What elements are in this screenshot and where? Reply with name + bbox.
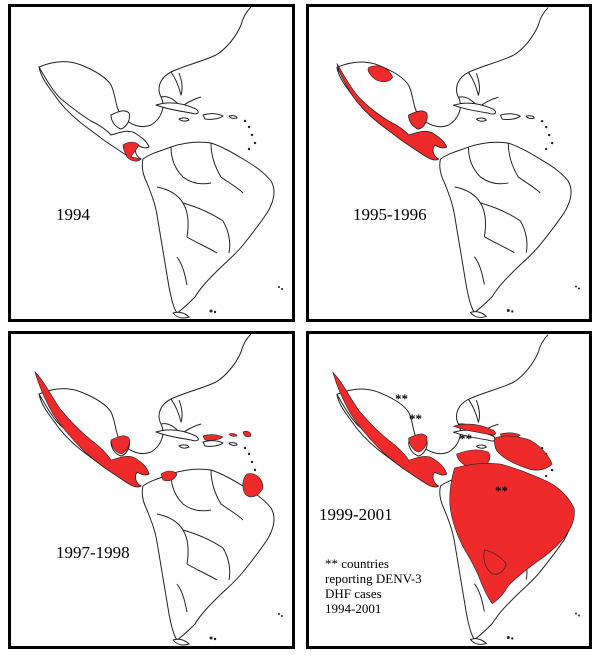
- legend-line: 1994-2001: [325, 601, 382, 616]
- panel-year-label: 1995-1996: [353, 205, 427, 224]
- legend: ** countries reporting DENV-3 DHF cases …: [325, 556, 422, 616]
- affected-yucatan: [408, 110, 428, 130]
- panel-year-label: 1997-1998: [56, 543, 130, 562]
- affected-lesser-antilles: [242, 430, 252, 438]
- affected-puerto-rico: [228, 433, 238, 437]
- legend-line: DHF cases: [325, 586, 382, 601]
- map-1999-2001: [332, 334, 581, 645]
- denv3-marker: **: [495, 483, 508, 498]
- legend-line: reporting DENV-3: [325, 571, 422, 586]
- map-1995-1996: [336, 7, 581, 318]
- affected-hispaniola: [202, 434, 224, 441]
- affected-brazil-region: [449, 463, 575, 604]
- affected-paraguay: [483, 549, 507, 575]
- map-1994: [38, 7, 284, 319]
- map-1997-1998: [34, 334, 284, 646]
- affected-north-mexico: [367, 65, 394, 83]
- affected-guianas: [242, 473, 264, 498]
- denv3-marker: **: [409, 411, 422, 426]
- affected-mexico-central-america: [34, 370, 150, 488]
- map-panel-1995-1996: 1995-1996: [306, 4, 592, 322]
- affected-yucatan: [408, 433, 428, 453]
- map-panel-1997-1998: 1997-1998: [8, 331, 295, 649]
- legend-line: ** countries: [325, 556, 389, 571]
- panel-year-label: 1999-2001: [319, 505, 393, 524]
- affected-mexico-central-america: [332, 371, 447, 488]
- denv3-marker: **: [459, 431, 472, 446]
- map-panel-1994: 1994: [8, 4, 295, 322]
- affected-venezuela-guianas: [494, 435, 553, 471]
- affected-panama: [160, 470, 178, 482]
- map-panel-1999-2001: ** ** ** ** 1999-2001 ** countries repor…: [306, 331, 592, 649]
- affected-yucatan: [110, 435, 130, 455]
- affected-mexico-central-america: [336, 63, 447, 161]
- panel-year-label: 1994: [56, 205, 90, 224]
- affected-cuba: [452, 423, 496, 436]
- denv3-marker: **: [395, 391, 408, 406]
- affected-central-america-1994: [122, 141, 142, 162]
